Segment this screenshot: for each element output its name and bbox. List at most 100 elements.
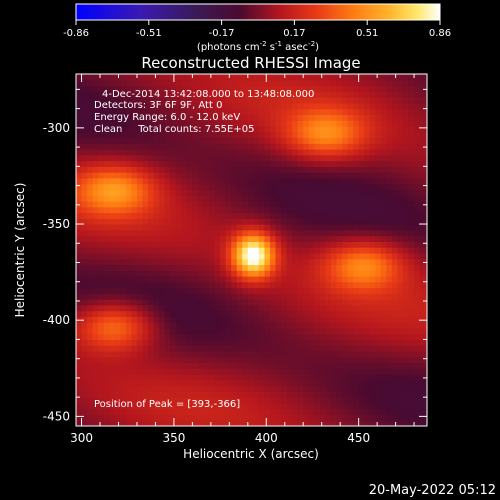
heatmap-cell bbox=[330, 408, 338, 416]
heatmap-cell bbox=[242, 391, 249, 398]
heatmap-cell bbox=[364, 177, 371, 185]
heatmap-cell bbox=[353, 408, 360, 416]
heatmap-cell bbox=[203, 368, 210, 375]
heatmap-cell bbox=[203, 247, 210, 254]
heatmap-cell bbox=[375, 108, 382, 115]
heatmap-cell bbox=[419, 189, 426, 196]
heatmap-cell bbox=[236, 218, 243, 225]
heatmap-cell bbox=[76, 131, 83, 139]
heatmap-cell bbox=[214, 322, 221, 329]
heatmap-cell bbox=[275, 149, 282, 156]
heatmap-cell bbox=[214, 154, 221, 162]
heatmap-cell bbox=[336, 327, 343, 335]
heatmap-cell bbox=[164, 350, 171, 358]
heatmap-cell bbox=[275, 102, 282, 110]
heatmap-cell bbox=[419, 183, 426, 191]
heatmap-cell bbox=[347, 414, 354, 421]
heatmap-cell bbox=[142, 333, 149, 341]
heatmap-cell bbox=[109, 374, 116, 381]
heatmap-cell bbox=[175, 212, 182, 219]
heatmap-cell bbox=[425, 91, 427, 98]
heatmap-cell bbox=[203, 333, 210, 341]
heatmap-cell bbox=[136, 247, 144, 254]
heatmap-cell bbox=[214, 420, 221, 426]
heatmap-cell bbox=[197, 252, 205, 260]
heatmap-cell bbox=[131, 339, 138, 346]
heatmap-cell bbox=[364, 120, 371, 127]
heatmap-cell bbox=[103, 189, 110, 196]
heatmap-cell bbox=[336, 218, 343, 225]
heatmap-cell bbox=[242, 177, 249, 185]
heatmap-cell bbox=[375, 166, 382, 173]
heatmap-cell bbox=[231, 420, 238, 426]
heatmap-cell bbox=[220, 224, 227, 231]
heatmap-cell bbox=[242, 414, 249, 421]
heatmap-cell bbox=[186, 137, 193, 144]
heatmap-cell bbox=[336, 224, 343, 231]
heatmap-cell bbox=[342, 414, 349, 421]
heatmap-cell bbox=[342, 235, 349, 242]
heatmap-cell bbox=[253, 218, 260, 225]
heatmap-cell bbox=[181, 183, 188, 191]
heatmap-cell bbox=[214, 293, 221, 300]
heatmap-cell bbox=[192, 131, 199, 139]
heatmap-cell bbox=[231, 212, 238, 219]
heatmap-cell bbox=[386, 183, 393, 191]
heatmap-cell bbox=[253, 149, 260, 156]
heatmap-cell bbox=[231, 149, 238, 156]
heatmap-cell bbox=[258, 235, 266, 242]
heatmap-cell bbox=[303, 368, 310, 375]
heatmap-cell bbox=[258, 120, 266, 127]
heatmap-cell bbox=[142, 402, 149, 410]
heatmap-cell bbox=[103, 304, 110, 312]
heatmap-cell bbox=[319, 299, 326, 306]
heatmap-cell bbox=[203, 120, 210, 127]
heatmap-cell bbox=[353, 229, 360, 237]
heatmap-cell bbox=[247, 275, 254, 283]
heatmap-cell bbox=[125, 391, 133, 398]
heatmap-cell bbox=[342, 149, 349, 156]
heatmap-cell bbox=[114, 212, 121, 219]
heatmap-cell bbox=[98, 333, 105, 341]
heatmap-cell bbox=[225, 293, 232, 300]
heatmap-cell bbox=[181, 97, 188, 104]
heatmap-cell bbox=[308, 212, 315, 219]
heatmap-cell bbox=[375, 345, 382, 352]
heatmap-cell bbox=[114, 195, 121, 202]
heatmap-cell bbox=[308, 402, 315, 410]
heatmap-cell bbox=[297, 114, 304, 121]
heatmap-cell bbox=[391, 299, 399, 306]
heatmap-cell bbox=[136, 362, 144, 369]
heatmap-cell bbox=[209, 374, 216, 381]
heatmap-cell bbox=[109, 391, 116, 398]
heatmap-cell bbox=[231, 345, 238, 352]
heatmap-cell bbox=[242, 327, 249, 335]
heatmap-cell bbox=[369, 97, 376, 104]
heatmap-cell bbox=[231, 206, 238, 214]
heatmap-cell bbox=[164, 143, 171, 150]
heatmap-cell bbox=[369, 177, 376, 185]
heatmap-cell bbox=[269, 235, 277, 242]
heatmap-cell bbox=[114, 322, 121, 329]
heatmap-cell bbox=[136, 252, 144, 260]
heatmap-cell bbox=[364, 229, 371, 237]
heatmap-cell bbox=[131, 241, 138, 248]
heatmap-cell bbox=[275, 316, 282, 323]
heatmap-cell bbox=[425, 397, 427, 404]
heatmap-cell bbox=[375, 74, 382, 81]
heatmap-cell bbox=[319, 264, 326, 271]
heatmap-cell bbox=[114, 350, 121, 358]
heatmap-cell bbox=[375, 362, 382, 369]
heatmap-cell bbox=[236, 160, 243, 167]
heatmap-cell bbox=[292, 160, 299, 167]
heatmap-cell bbox=[380, 287, 387, 294]
heatmap-cell bbox=[209, 350, 216, 358]
heatmap-cell bbox=[275, 229, 282, 237]
heatmap-cell bbox=[186, 224, 193, 231]
heatmap-cell bbox=[231, 172, 238, 179]
heatmap-cell bbox=[98, 339, 105, 346]
heatmap-cell bbox=[142, 183, 149, 191]
heatmap-cell bbox=[153, 420, 160, 426]
heatmap-cell bbox=[236, 420, 243, 426]
heatmap-cell bbox=[136, 189, 144, 196]
